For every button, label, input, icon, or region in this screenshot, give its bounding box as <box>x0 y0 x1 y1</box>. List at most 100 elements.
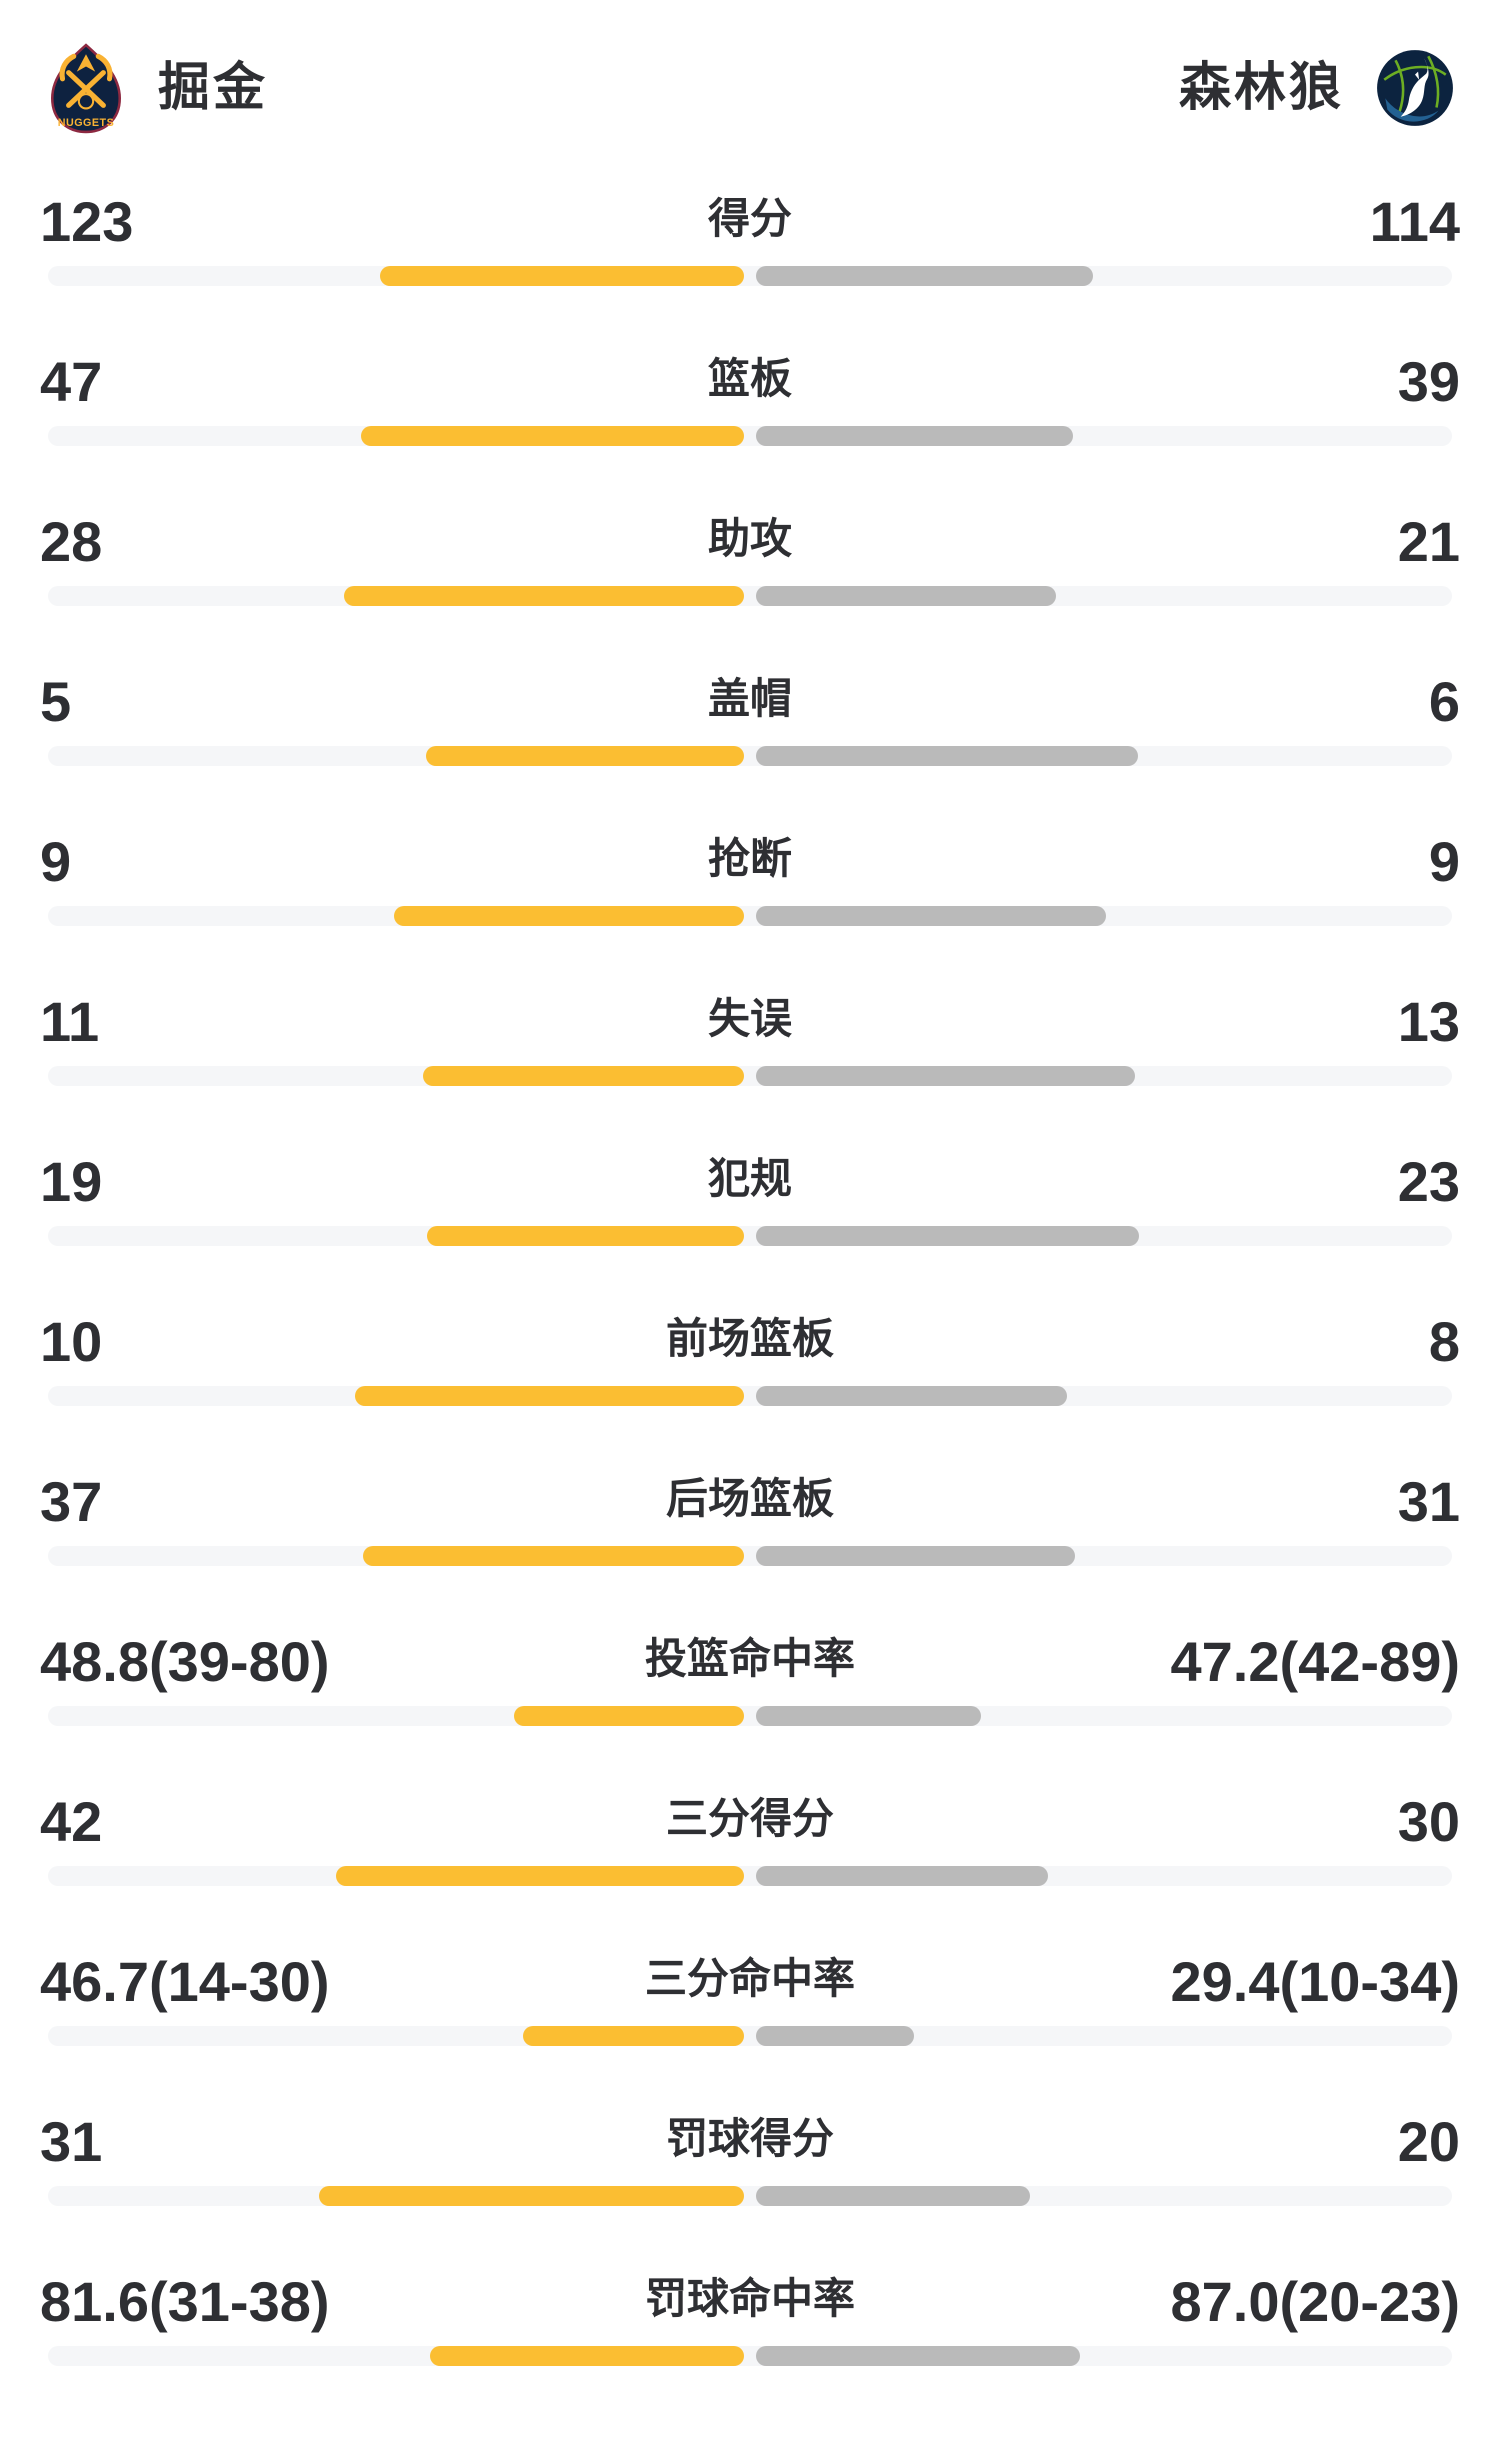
stat-row: 5 盖帽 6 <box>40 646 1460 806</box>
left-team-bar <box>514 1706 744 1726</box>
right-team-value: 13 <box>1397 990 1460 1053</box>
stat-row: 46.7(14-30) 三分命中率 29.4(10-34) <box>40 1926 1460 2086</box>
stat-label: 后场篮板 <box>665 1475 835 1522</box>
left-team-value: 9 <box>40 830 72 893</box>
stat-row: 47 篮板 39 <box>40 326 1460 486</box>
stat-row: 10 前场篮板 8 <box>40 1286 1460 1446</box>
left-team-value: 11 <box>40 990 100 1053</box>
stat-label: 盖帽 <box>707 675 793 722</box>
right-team-value: 31 <box>1397 1470 1460 1533</box>
left-team-value: 10 <box>40 1310 103 1373</box>
right-team-bar <box>756 1706 981 1726</box>
right-team-bar <box>756 2186 1030 2206</box>
left-team-bar <box>523 2026 744 2046</box>
right-team-value: 9 <box>1428 830 1460 893</box>
stat-bar-track <box>48 1866 1452 1886</box>
right-team-value: 21 <box>1397 510 1460 573</box>
left-team-bar <box>344 586 744 606</box>
left-team-bar <box>361 426 744 446</box>
left-team-value: 28 <box>40 510 103 573</box>
team-header: NUGGETS 掘金 森林狼 <box>40 42 1460 134</box>
stat-row: 19 犯规 23 <box>40 1126 1460 1286</box>
left-team-value: 19 <box>40 1150 103 1213</box>
right-team-bar <box>756 2026 914 2046</box>
right-team-bar <box>756 1386 1067 1406</box>
stat-bar-track <box>48 1706 1452 1726</box>
stat-label: 抢断 <box>707 835 793 882</box>
nuggets-logo-text: NUGGETS <box>58 117 115 129</box>
stat-label: 失误 <box>707 995 793 1042</box>
stat-label: 罚球得分 <box>665 2115 835 2162</box>
right-team-bar <box>756 586 1056 606</box>
stat-row: 9 抢断 9 <box>40 806 1460 966</box>
stat-bar-track <box>48 2346 1452 2366</box>
right-team-bar <box>756 1226 1139 1246</box>
left-team-bar <box>336 1866 744 1886</box>
right-team-bar <box>756 266 1093 286</box>
right-team-value: 8 <box>1428 1310 1460 1373</box>
left-team-value: 5 <box>40 670 72 733</box>
right-team-value: 39 <box>1397 350 1460 413</box>
right-team-bar <box>756 426 1073 446</box>
stat-label: 助攻 <box>707 515 793 562</box>
stat-row: 81.6(31-38) 罚球命中率 87.0(20-23) <box>40 2246 1460 2406</box>
stat-row: 28 助攻 21 <box>40 486 1460 646</box>
stat-row: 37 后场篮板 31 <box>40 1446 1460 1606</box>
right-team-bar <box>756 1066 1135 1086</box>
left-team-bar <box>423 1066 744 1086</box>
stat-label: 三分得分 <box>665 1795 835 1842</box>
stat-label: 得分 <box>707 195 793 242</box>
left-team-value: 123 <box>40 190 134 253</box>
stat-label: 投篮命中率 <box>644 1635 856 1682</box>
stat-bar-track <box>48 1386 1452 1406</box>
stat-bar-track <box>48 266 1452 286</box>
right-team-value: 6 <box>1428 670 1460 733</box>
stat-row: 42 三分得分 30 <box>40 1766 1460 1926</box>
team-left: NUGGETS 掘金 <box>44 42 268 134</box>
stat-bar-track <box>48 586 1452 606</box>
right-team-value: 20 <box>1397 2110 1460 2173</box>
right-team-value: 47.2(42-89) <box>1170 1630 1460 1693</box>
stat-row: 48.8(39-80) 投篮命中率 47.2(42-89) <box>40 1606 1460 1766</box>
timberwolves-logo <box>1374 47 1456 129</box>
stat-bar-track <box>48 1546 1452 1566</box>
right-team-value: 29.4(10-34) <box>1170 1950 1460 2013</box>
right-team-value: 87.0(20-23) <box>1170 2270 1460 2333</box>
stat-label: 罚球命中率 <box>644 2275 856 2322</box>
stat-bar-track <box>48 1066 1452 1086</box>
left-team-value: 37 <box>40 1470 103 1533</box>
left-team-bar <box>426 746 744 766</box>
left-team-bar <box>319 2186 744 2206</box>
left-team-bar <box>363 1546 744 1566</box>
left-team-bar <box>427 1226 744 1246</box>
left-team-bar <box>380 266 744 286</box>
stat-bar-track <box>48 2026 1452 2046</box>
right-team-value: 23 <box>1397 1150 1460 1213</box>
left-team-value: 47 <box>40 350 103 413</box>
stat-label: 犯规 <box>707 1155 793 1202</box>
stat-bar-track <box>48 746 1452 766</box>
team-left-name: 掘金 <box>158 59 269 117</box>
stat-row: 11 失误 13 <box>40 966 1460 1126</box>
left-team-bar <box>355 1386 744 1406</box>
right-team-bar <box>756 746 1138 766</box>
stats-list: 123 得分 114 47 篮板 39 28 助攻 21 <box>40 166 1460 2406</box>
left-team-bar <box>430 2346 744 2366</box>
match-stats-panel: NUGGETS 掘金 森林狼 <box>0 42 1500 2406</box>
left-team-bar <box>394 906 744 926</box>
right-team-bar <box>756 1546 1075 1566</box>
nuggets-logo: NUGGETS <box>44 42 128 134</box>
stat-label: 篮板 <box>707 355 793 402</box>
left-team-value: 31 <box>40 2110 103 2173</box>
left-team-value: 42 <box>40 1790 103 1853</box>
left-team-value: 81.6(31-38) <box>40 2270 330 2333</box>
stat-bar-track <box>48 2186 1452 2206</box>
stat-label: 三分命中率 <box>644 1955 856 2002</box>
right-team-bar <box>756 906 1106 926</box>
team-right: 森林狼 <box>1179 47 1456 129</box>
left-team-value: 46.7(14-30) <box>40 1950 330 2013</box>
stat-bar-track <box>48 426 1452 446</box>
stat-label: 前场篮板 <box>665 1315 835 1362</box>
right-team-bar <box>756 2346 1080 2366</box>
stat-bar-track <box>48 1226 1452 1246</box>
